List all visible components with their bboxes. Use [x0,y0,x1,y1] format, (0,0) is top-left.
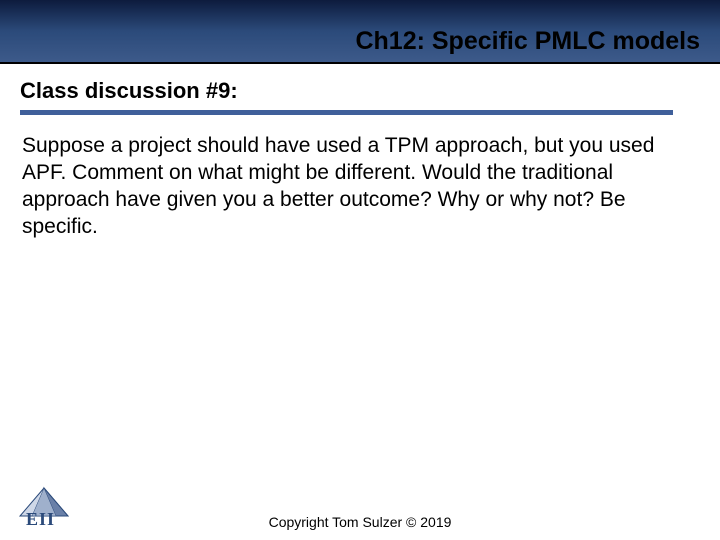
subheader: Class discussion #9: [0,64,720,121]
slide: Ch12: Specific PMLC models Class discuss… [0,0,720,540]
copyright-footer: Copyright Tom Sulzer © 2019 [0,514,720,530]
header-bar: Ch12: Specific PMLC models [0,0,720,64]
subheader-underline [20,110,673,115]
subheader-title: Class discussion #9: [20,78,700,108]
body-text: Suppose a project should have used a TPM… [0,121,720,241]
logo: EII [12,484,76,532]
slide-title: Ch12: Specific PMLC models [355,27,700,56]
logo-text: EII [26,509,55,530]
